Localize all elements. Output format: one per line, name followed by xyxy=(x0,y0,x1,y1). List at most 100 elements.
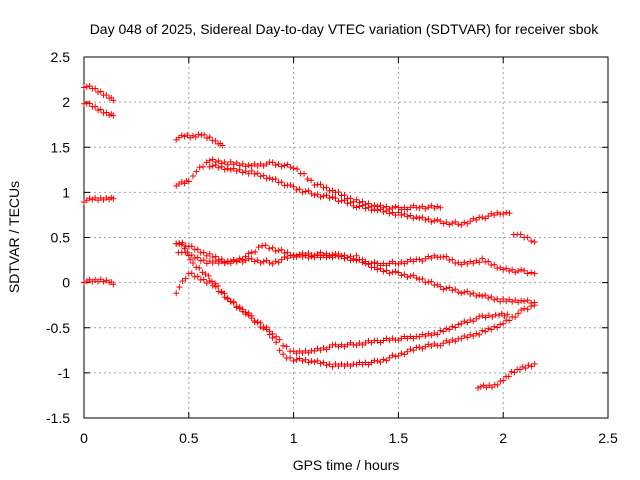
data-point xyxy=(314,191,321,198)
data-point xyxy=(365,204,372,211)
data-point xyxy=(185,178,192,185)
data-point xyxy=(314,251,321,258)
data-point xyxy=(518,266,525,273)
data-point xyxy=(389,352,396,359)
data-point xyxy=(386,270,393,277)
data-point xyxy=(407,346,414,353)
data-point xyxy=(446,221,453,228)
data-point xyxy=(503,265,510,272)
data-point xyxy=(251,317,258,324)
data-point xyxy=(275,247,282,254)
data-point xyxy=(200,249,207,256)
data-point xyxy=(276,336,283,343)
data-point xyxy=(531,270,538,277)
data-point xyxy=(199,269,206,276)
data-point xyxy=(488,326,495,333)
data-point xyxy=(338,253,345,260)
data-point xyxy=(323,184,330,191)
data-point xyxy=(284,255,291,262)
y-tick-label: 1.5 xyxy=(51,139,71,155)
data-point xyxy=(410,272,417,279)
data-point xyxy=(273,333,280,340)
data-point xyxy=(362,205,369,212)
data-point xyxy=(455,321,462,328)
data-point xyxy=(196,265,203,272)
data-point xyxy=(437,283,444,290)
data-point xyxy=(201,131,208,138)
data-point xyxy=(341,192,348,199)
data-point xyxy=(416,204,423,211)
data-point xyxy=(266,259,273,266)
data-point xyxy=(280,342,287,349)
data-point xyxy=(254,170,261,177)
data-point xyxy=(434,203,441,210)
data-point xyxy=(195,131,202,138)
data-point xyxy=(528,238,535,245)
data-point xyxy=(272,162,279,169)
data-point xyxy=(461,289,468,296)
data-point xyxy=(189,132,196,139)
data-point xyxy=(489,313,496,320)
data-point xyxy=(311,192,318,199)
data-point xyxy=(479,214,486,221)
series-trace-n xyxy=(475,360,538,392)
data-point xyxy=(194,254,201,261)
data-point xyxy=(380,268,387,275)
y-tick-label: 1 xyxy=(62,184,70,200)
data-point xyxy=(516,366,523,373)
data-point xyxy=(245,250,252,257)
data-point xyxy=(508,368,515,375)
data-point xyxy=(353,252,360,259)
data-point xyxy=(404,348,411,355)
data-point xyxy=(389,209,396,216)
data-point xyxy=(278,163,285,170)
data-point xyxy=(110,112,117,119)
y-tick-label: 2.5 xyxy=(51,49,71,65)
data-point xyxy=(181,133,188,140)
y-tick-label: 2 xyxy=(62,94,70,110)
data-point xyxy=(512,269,519,276)
x-tick-label: 1.5 xyxy=(389,430,409,446)
data-point xyxy=(341,197,348,204)
data-point xyxy=(272,176,279,183)
data-point xyxy=(443,337,450,344)
data-point xyxy=(410,347,417,354)
data-point xyxy=(377,265,384,272)
data-point xyxy=(287,354,294,361)
data-point xyxy=(395,352,402,359)
series-trace-e xyxy=(173,131,226,149)
data-point xyxy=(103,92,110,99)
data-point xyxy=(528,303,535,310)
data-point xyxy=(515,310,522,317)
data-point xyxy=(81,84,87,91)
data-point xyxy=(179,278,186,284)
data-point xyxy=(509,266,516,273)
data-point xyxy=(206,163,213,170)
data-point xyxy=(308,190,315,197)
data-point xyxy=(449,336,456,343)
data-point xyxy=(404,213,411,220)
data-point xyxy=(276,347,283,354)
data-point xyxy=(455,221,462,228)
data-point xyxy=(308,358,315,365)
x-tick-label: 2.5 xyxy=(598,430,618,446)
data-point xyxy=(83,278,90,285)
data-point xyxy=(473,216,480,223)
data-point xyxy=(380,208,387,215)
data-point xyxy=(254,257,261,264)
data-point xyxy=(392,212,399,219)
data-point xyxy=(392,268,399,275)
data-point xyxy=(425,216,432,223)
data-point xyxy=(248,255,255,262)
data-point xyxy=(377,206,384,213)
data-point xyxy=(296,355,303,362)
data-point xyxy=(272,258,279,265)
data-point xyxy=(293,186,300,193)
data-point xyxy=(275,259,282,266)
data-point xyxy=(97,106,104,113)
series-trace-f xyxy=(173,177,192,189)
data-point xyxy=(191,255,198,262)
data-point xyxy=(491,296,498,303)
